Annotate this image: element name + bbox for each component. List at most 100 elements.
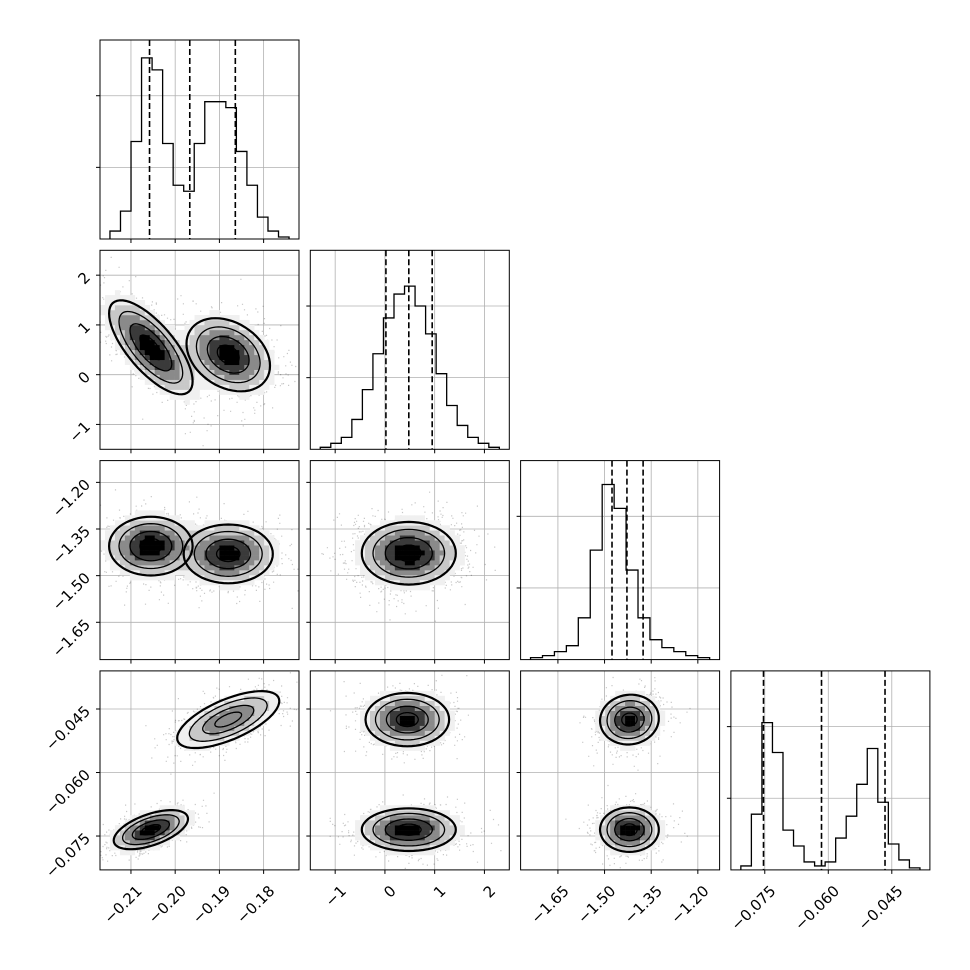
contour-line [205, 538, 252, 570]
x-tick-label: −0.20 [145, 882, 190, 927]
contour-line [118, 310, 184, 384]
contour-line [195, 326, 261, 384]
contour-line [360, 807, 457, 853]
panel-frame [99, 460, 300, 661]
x-tick-label: −1.20 [667, 882, 712, 927]
contour-line [215, 545, 241, 563]
density-shading [100, 290, 280, 405]
contour-line [621, 823, 638, 837]
contour-line [206, 335, 250, 374]
histogram-panel-3: −0.075 −0.060 −0.045 [726, 670, 931, 934]
contour-line [606, 812, 653, 848]
contour-line [139, 334, 163, 361]
x-tick-label: −1.65 [527, 882, 572, 927]
contour-line [395, 823, 422, 836]
contour-line [385, 705, 429, 734]
density-contours [360, 691, 457, 853]
x-tick-label: 1 [430, 882, 449, 901]
contour-line [384, 536, 433, 570]
x-tick-label: −0.21 [100, 882, 145, 927]
histogram-step [529, 483, 711, 660]
y-tick-label: −1.50 [49, 569, 94, 614]
contour-line [372, 528, 446, 578]
x-tick-label: 0 [380, 882, 399, 901]
contour-line [598, 806, 660, 854]
scatter-panel-1-0: −1 0 1 2 [66, 249, 300, 454]
x-tick-label: −0.18 [233, 882, 278, 927]
contour-line [621, 712, 638, 727]
contour-line [395, 711, 419, 728]
contour-line [614, 817, 645, 842]
panel-frame [99, 249, 300, 450]
panel-frame [309, 670, 510, 871]
y-tick-label: −1.65 [49, 616, 94, 661]
histogram-panel-1 [306, 249, 510, 454]
contour-line [118, 523, 184, 570]
contour-line [360, 520, 457, 586]
contour-line [139, 537, 163, 555]
contour-line [188, 697, 268, 742]
contour-line [112, 809, 190, 851]
y-tick-label: −1.20 [49, 476, 94, 521]
y-tick-label: −0.075 [42, 829, 94, 881]
x-tick-label: −0.060 [791, 882, 843, 934]
contour-line [176, 689, 281, 750]
contour-line [372, 812, 446, 847]
contour-line [129, 530, 173, 562]
density-contours [112, 689, 281, 851]
panel-frame [99, 670, 300, 871]
contour-line [185, 317, 272, 393]
y-tick-label: 2 [75, 268, 94, 287]
contour-line [121, 814, 180, 846]
density-contours [107, 299, 272, 396]
y-tick-label: 1 [75, 318, 94, 337]
contour-line [614, 706, 645, 733]
panel-frame [99, 39, 300, 240]
x-tick-label: −0.19 [189, 882, 234, 927]
panel-frame [520, 460, 721, 661]
y-tick-label: −0.045 [42, 702, 94, 754]
contour-line [193, 530, 263, 577]
panel-frame [309, 249, 510, 450]
y-tick-label: −1 [66, 418, 94, 446]
histogram-panel-0 [96, 39, 300, 243]
y-tick-label: −0.060 [42, 766, 94, 818]
density-contours [360, 520, 457, 586]
contour-line [374, 698, 440, 741]
scatter-panel-3-0: −0.075 −0.060 −0.045 −0.21−0.20−0.19−0.18 [42, 670, 300, 927]
density-shading [355, 515, 465, 591]
scatter-panel-2-1 [306, 460, 510, 664]
x-tick-label: −0.045 [855, 882, 907, 934]
panel-frame [520, 670, 721, 871]
contour-line [140, 823, 162, 836]
contour-line [606, 699, 653, 740]
panel-frame [309, 460, 510, 661]
panel-frame [730, 670, 931, 871]
density-contours [598, 693, 660, 854]
y-tick-label: 0 [75, 368, 94, 387]
contour-line [202, 704, 255, 735]
histogram-step [319, 285, 500, 450]
histogram-step [740, 721, 921, 870]
histogram-panel-2 [516, 460, 721, 664]
contour-line [364, 691, 451, 748]
x-tick-label: −0.075 [728, 882, 780, 934]
contour-line [384, 818, 433, 841]
contour-line [214, 711, 243, 728]
x-tick-label: 2 [480, 882, 499, 901]
x-tick-label: −1.50 [574, 882, 619, 927]
x-tick-label: −1.35 [621, 882, 666, 927]
x-tick-label: −1 [322, 882, 350, 910]
contour-line [129, 323, 173, 372]
scatter-panel-3-2: −1.65 −1.50 −1.35 −1.20 [516, 670, 721, 927]
contour-line [131, 819, 171, 841]
scatter-panel-3-1: −1 0 1 2 [306, 670, 510, 910]
y-tick-label: −1.35 [49, 522, 94, 567]
scatter-panel-2-0: −1.65−1.50−1.35−1.20 [49, 460, 300, 664]
density-shading [595, 690, 666, 856]
contour-line [395, 544, 422, 563]
contour-line [107, 299, 194, 396]
histogram-step [109, 57, 290, 239]
contour-line [598, 693, 660, 746]
